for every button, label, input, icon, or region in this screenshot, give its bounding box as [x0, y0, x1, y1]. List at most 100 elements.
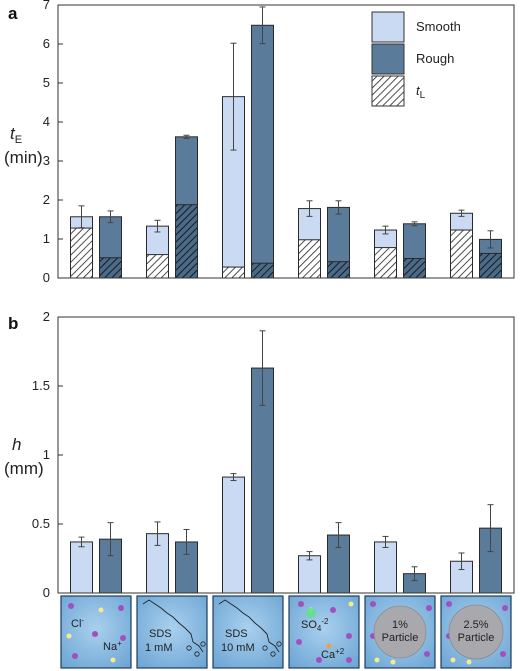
surfactant-head — [192, 641, 204, 653]
inset-text-na: Na+ — [103, 639, 122, 653]
legend-swatch-tl — [371, 75, 405, 107]
inset-text-sds: SDS — [225, 628, 248, 640]
bar-tl-rough-5 — [403, 258, 426, 279]
y-tick-label: 5 — [43, 75, 50, 90]
inset-sds10: SDS 10 mM — [212, 595, 284, 669]
legend-label-rough: Rough — [416, 51, 454, 66]
inset-text-cl: Cl- — [71, 616, 84, 630]
inset-text-ca: Ca+2 — [321, 647, 345, 661]
ylabel-a-var: t — [10, 124, 16, 143]
ylabel-a-unit: (min) — [4, 148, 43, 167]
ion-dot — [502, 605, 508, 611]
inset-text-percent: 1% — [392, 619, 408, 631]
ion-dot — [446, 601, 452, 607]
inset-text-conc: 10 mM — [221, 642, 255, 654]
ion-dot — [424, 651, 430, 657]
ion-dot — [390, 659, 396, 665]
legend-label-tl: tL — [416, 83, 426, 101]
error-bar-rough-2 — [183, 134, 190, 139]
inset-p1: 1%Particle — [364, 595, 436, 669]
ion-dot — [346, 633, 352, 639]
svg-text:tE: tE — [10, 124, 22, 146]
ion-dot — [120, 635, 126, 641]
error-bars-b — [78, 330, 494, 582]
inset-background — [136, 595, 208, 669]
ion-dot — [118, 605, 124, 611]
error-bar-rough-1 — [107, 210, 114, 224]
error-bar-rough-3 — [259, 6, 266, 45]
inset-nacl: Cl- Na+ — [60, 595, 132, 669]
ylabel-a-sub: E — [15, 134, 22, 146]
bar-tl-smooth-2 — [146, 254, 169, 279]
error-bar-rough-1 — [107, 522, 114, 557]
ion-dot — [346, 657, 352, 663]
bar-tl-rough-2 — [175, 204, 198, 279]
y-tick-label: 2 — [43, 192, 50, 207]
surfactant-chain — [142, 599, 194, 643]
error-bar-smooth-1 — [78, 205, 85, 229]
error-bar-rough-6 — [487, 504, 494, 553]
ion-dot — [330, 607, 336, 613]
legend-swatch-rough — [371, 43, 405, 75]
bar-tl-rough-3 — [251, 262, 274, 279]
bar-tl-rough-1 — [99, 257, 122, 279]
inset-p25: 2.5%Particle — [440, 595, 512, 669]
svg-text:h: h — [12, 435, 21, 454]
y-tick-label: 1 — [43, 231, 50, 246]
bar-tl-smooth-4 — [298, 239, 321, 279]
ion-dot — [296, 639, 302, 645]
ion-dot — [466, 659, 472, 665]
ion-dot — [110, 657, 116, 663]
y-axis-ticks-a: 0 1 2 3 4 5 6 7 — [43, 0, 63, 285]
bar-smooth-1 — [70, 541, 93, 594]
sulfate-oxygen — [200, 641, 206, 647]
sulfate-oxygen — [194, 651, 200, 657]
bar-tl-smooth-5 — [374, 247, 397, 279]
error-bar-rough-6 — [487, 230, 494, 249]
error-bar-smooth-6 — [458, 552, 465, 571]
ylabel-b-var: h — [12, 435, 21, 454]
error-bar-smooth-1 — [78, 536, 85, 548]
y-tick-label: 0 — [43, 270, 50, 285]
legend-a: Smooth Rough tL — [371, 11, 461, 107]
particle-circle — [448, 604, 504, 660]
ion-dot — [72, 653, 78, 659]
ion-dot — [370, 601, 376, 607]
ion-dot — [450, 657, 456, 663]
inset-text-conc: 1 mM — [145, 642, 173, 654]
y-tick-label: 1.5 — [32, 378, 50, 393]
sulfate-oxygen — [186, 645, 192, 651]
ion-dot — [66, 633, 72, 639]
surfactant-head — [268, 641, 280, 653]
inset-background — [288, 595, 360, 669]
particle-circle — [373, 605, 427, 659]
ylabel-b-unit: (mm) — [4, 459, 44, 478]
y-axis-label-b: h (mm) — [4, 435, 44, 478]
error-bar-smooth-5 — [382, 535, 389, 548]
ion-dot — [298, 601, 304, 607]
ion-dot — [68, 603, 74, 609]
ion-dot — [348, 601, 354, 607]
y-tick-label: 4 — [43, 114, 50, 129]
y-tick-label: 1 — [43, 447, 50, 462]
error-bar-smooth-3 — [230, 473, 237, 482]
inset-text-percent: 2.5% — [463, 619, 488, 631]
plot-frame-a — [57, 4, 515, 279]
bar-tl-smooth-6 — [450, 229, 473, 279]
chart-panel-b: 0 0.5 1 1.5 2 h (mm) — [4, 309, 515, 600]
error-bar-smooth-6 — [458, 209, 465, 217]
sulfate-ion — [306, 608, 316, 618]
inset-text-particle: Particle — [458, 632, 495, 644]
error-bar-rough-3 — [259, 330, 266, 406]
bar-tl-rough-4 — [327, 261, 350, 279]
bar-smooth-4 — [298, 555, 321, 594]
panel-letter-b: b — [8, 314, 18, 333]
sulfate-oxygen — [262, 645, 268, 651]
error-bars-a — [78, 6, 494, 249]
inset-sds1: SDS 1 mM — [136, 595, 208, 669]
error-bar-smooth-3 — [230, 42, 237, 151]
y-tick-label: 3 — [43, 153, 50, 168]
ion-dot — [374, 657, 380, 663]
